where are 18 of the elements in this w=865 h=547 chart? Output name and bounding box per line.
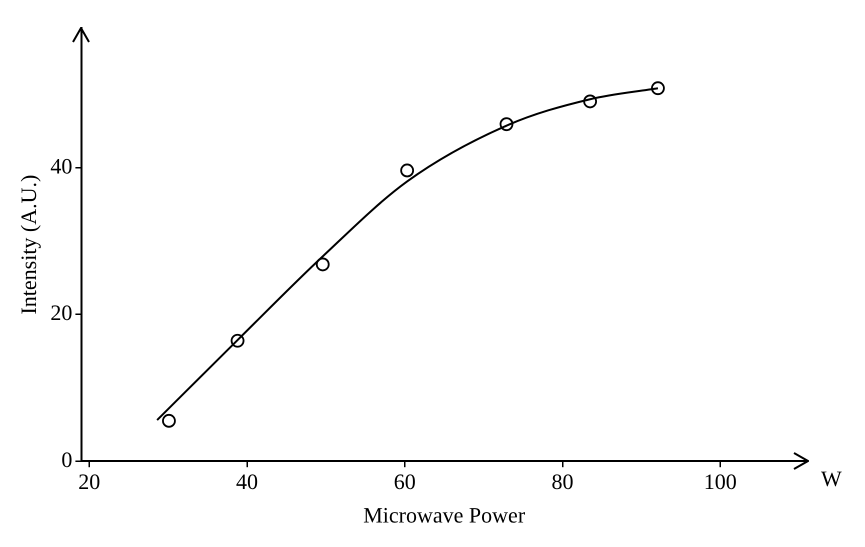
x-tick-label: 80 [552, 469, 574, 494]
point [162, 414, 176, 428]
point [583, 94, 598, 108]
point [316, 258, 330, 272]
y-tick-label: 40 [50, 153, 72, 178]
x-axis-title: Microwave Power [363, 502, 526, 528]
y-tick-label: 20 [50, 300, 72, 326]
x-tick-label: 100 [704, 469, 737, 494]
x-tick-label: 60 [394, 469, 416, 494]
x-tick-label: 20 [78, 469, 100, 494]
y-axis-title: Intensity (A.U.) [16, 174, 41, 315]
point [651, 81, 665, 96]
point [400, 164, 414, 178]
point [230, 334, 244, 348]
text: W [821, 466, 842, 491]
y-tick-label: 0 [61, 446, 72, 472]
x-tick-label: 40 [236, 469, 258, 494]
point [500, 117, 514, 132]
